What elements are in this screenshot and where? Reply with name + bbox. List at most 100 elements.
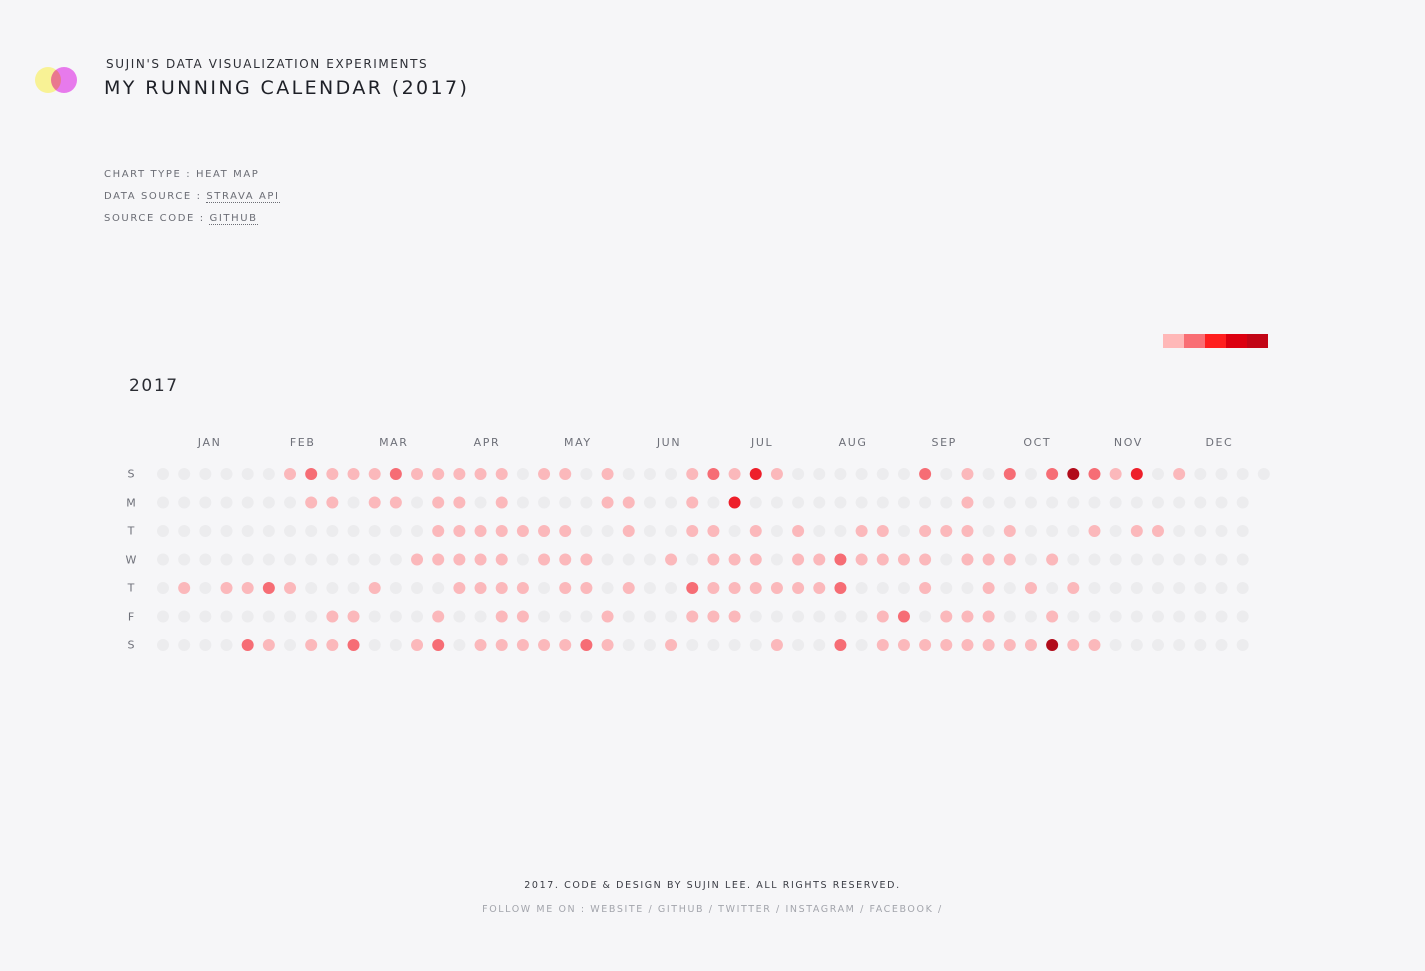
day-dot[interactable] [241, 553, 254, 566]
day-dot[interactable] [1088, 610, 1101, 623]
day-dot[interactable] [1236, 610, 1249, 623]
day-dot[interactable] [368, 468, 381, 480]
day-dot[interactable] [516, 525, 529, 537]
day-dot[interactable] [220, 639, 233, 651]
day-dot[interactable] [580, 525, 593, 537]
day-dot[interactable] [834, 496, 847, 509]
day-dot[interactable] [1236, 468, 1249, 480]
day-dot[interactable] [1130, 639, 1143, 651]
day-dot[interactable] [834, 639, 847, 651]
day-dot[interactable] [474, 496, 487, 509]
day-dot[interactable] [199, 525, 212, 537]
day-dot[interactable] [855, 525, 868, 537]
day-dot[interactable] [1130, 582, 1143, 594]
day-dot[interactable] [834, 610, 847, 623]
day-dot[interactable] [178, 582, 191, 594]
day-dot[interactable] [876, 496, 889, 509]
day-dot[interactable] [982, 468, 995, 480]
day-dot[interactable] [538, 525, 551, 537]
day-dot[interactable] [643, 582, 656, 594]
day-dot[interactable] [792, 639, 805, 651]
day-dot[interactable] [622, 553, 635, 566]
day-dot[interactable] [516, 496, 529, 509]
day-dot[interactable] [770, 610, 783, 623]
day-dot[interactable] [813, 639, 826, 651]
day-dot[interactable] [178, 639, 191, 651]
day-dot[interactable] [411, 553, 424, 566]
day-dot[interactable] [855, 639, 868, 651]
day-dot[interactable] [157, 496, 169, 509]
day-dot[interactable] [305, 553, 318, 566]
footer-link-instagram[interactable]: INSTAGRAM [780, 904, 861, 915]
day-dot[interactable] [1151, 496, 1164, 509]
day-dot[interactable] [792, 496, 805, 509]
day-dot[interactable] [432, 496, 445, 509]
day-dot[interactable] [770, 639, 783, 651]
day-dot[interactable] [1088, 639, 1101, 651]
day-dot[interactable] [262, 496, 275, 509]
day-dot[interactable] [305, 639, 318, 651]
day-dot[interactable] [368, 639, 381, 651]
day-dot[interactable] [897, 496, 910, 509]
day-dot[interactable] [516, 553, 529, 566]
day-dot[interactable] [919, 553, 932, 566]
day-dot[interactable] [728, 468, 741, 480]
day-dot[interactable] [580, 639, 593, 651]
day-dot[interactable] [1003, 553, 1016, 566]
day-dot[interactable] [622, 496, 635, 509]
day-dot[interactable] [389, 496, 402, 509]
day-dot[interactable] [940, 525, 953, 537]
day-dot[interactable] [1173, 582, 1186, 594]
day-dot[interactable] [1109, 468, 1122, 480]
day-dot[interactable] [538, 610, 551, 623]
day-dot[interactable] [940, 553, 953, 566]
day-dot[interactable] [199, 582, 212, 594]
day-dot[interactable] [516, 468, 529, 480]
day-dot[interactable] [1046, 468, 1059, 480]
day-dot[interactable] [643, 496, 656, 509]
day-dot[interactable] [178, 553, 191, 566]
day-dot[interactable] [961, 639, 974, 651]
day-dot[interactable] [1003, 496, 1016, 509]
day-dot[interactable] [1151, 525, 1164, 537]
day-dot[interactable] [347, 468, 360, 480]
day-dot[interactable] [1088, 525, 1101, 537]
day-dot[interactable] [1130, 468, 1143, 480]
day-dot[interactable] [538, 582, 551, 594]
day-dot[interactable] [770, 553, 783, 566]
day-dot[interactable] [749, 553, 762, 566]
day-dot[interactable] [728, 639, 741, 651]
day-dot[interactable] [622, 582, 635, 594]
day-dot[interactable] [1024, 468, 1037, 480]
day-dot[interactable] [474, 553, 487, 566]
day-dot[interactable] [474, 582, 487, 594]
day-dot[interactable] [495, 553, 508, 566]
day-dot[interactable] [1046, 610, 1059, 623]
day-dot[interactable] [1236, 525, 1249, 537]
day-dot[interactable] [686, 582, 699, 594]
day-dot[interactable] [1215, 610, 1228, 623]
day-dot[interactable] [241, 496, 254, 509]
day-dot[interactable] [199, 468, 212, 480]
day-dot[interactable] [580, 582, 593, 594]
day-dot[interactable] [1151, 468, 1164, 480]
day-dot[interactable] [305, 582, 318, 594]
day-dot[interactable] [580, 468, 593, 480]
day-dot[interactable] [580, 610, 593, 623]
day-dot[interactable] [305, 610, 318, 623]
day-dot[interactable] [1257, 468, 1270, 480]
day-dot[interactable] [432, 582, 445, 594]
day-dot[interactable] [643, 553, 656, 566]
day-dot[interactable] [665, 468, 678, 480]
day-dot[interactable] [432, 468, 445, 480]
day-dot[interactable] [1024, 525, 1037, 537]
day-dot[interactable] [559, 496, 572, 509]
day-dot[interactable] [262, 553, 275, 566]
day-dot[interactable] [284, 610, 297, 623]
day-dot[interactable] [622, 610, 635, 623]
day-dot[interactable] [580, 496, 593, 509]
day-dot[interactable] [940, 496, 953, 509]
day-dot[interactable] [516, 610, 529, 623]
day-dot[interactable] [368, 525, 381, 537]
day-dot[interactable] [241, 610, 254, 623]
